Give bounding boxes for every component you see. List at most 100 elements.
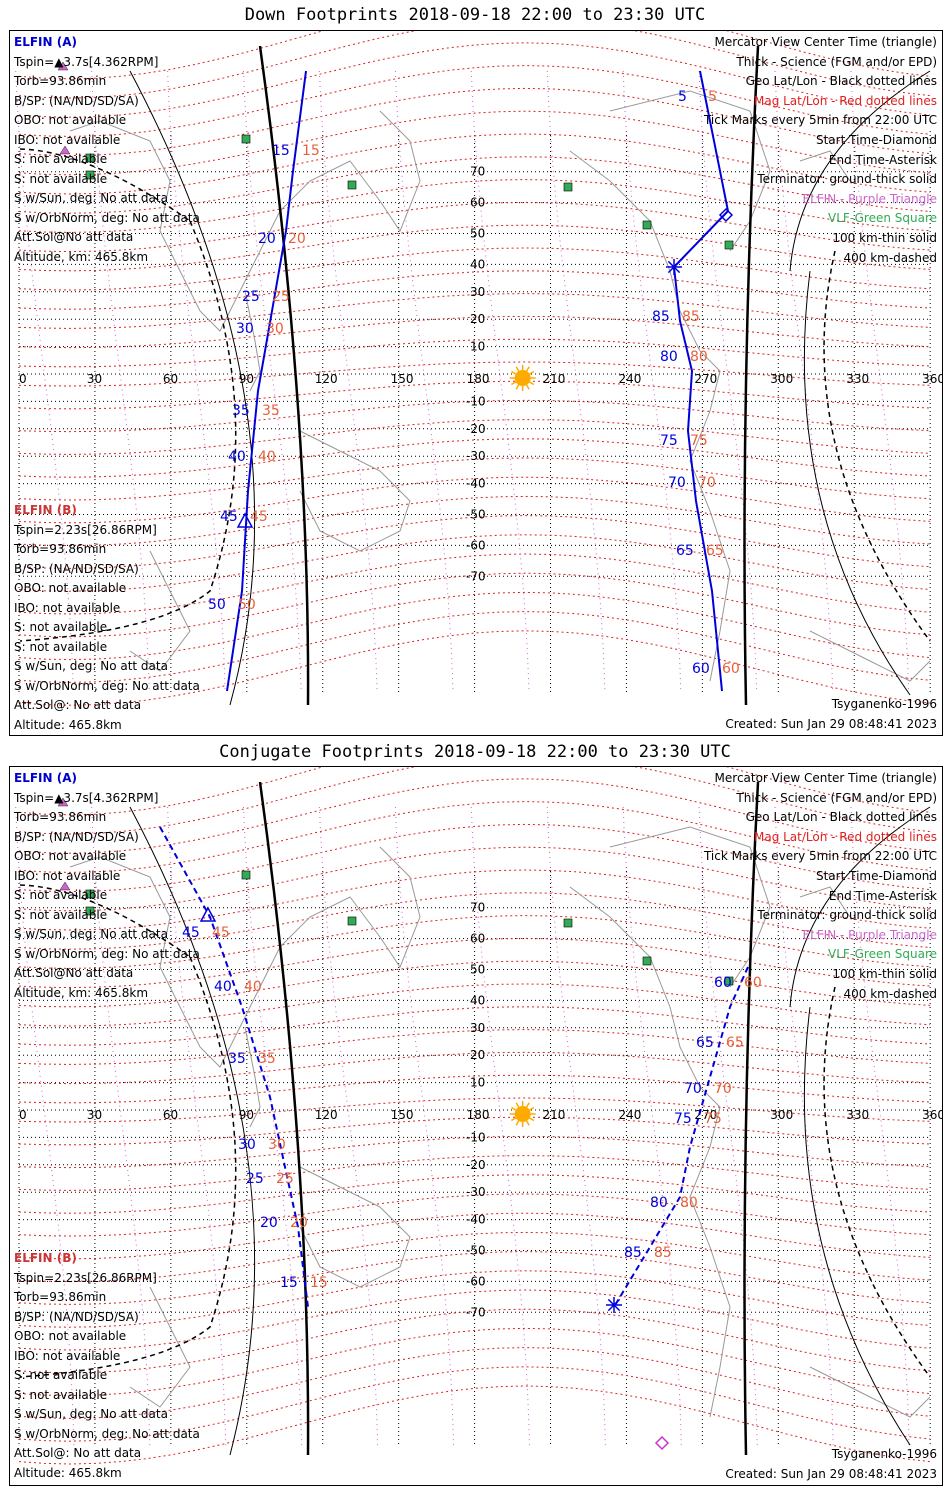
track-time-label: 80: [650, 1195, 668, 1211]
elfin-b-line: S w/Sun, deg: No att data: [14, 659, 168, 673]
lon-tick-label: 210: [543, 372, 566, 386]
fov-400km-line: [19, 220, 237, 642]
legend-line: Tick Marks every 5min from 22:00 UTC: [703, 849, 937, 864]
track-time-label-red: 70: [714, 1081, 732, 1097]
lon-tick-label: 300: [770, 1108, 793, 1122]
elfin-b-line: Torb=93.86min: [14, 542, 107, 556]
fov-100km-line: [803, 1006, 911, 1446]
elfin-b-line: B/SP: (NA/ND/SD/SA): [14, 561, 139, 576]
track-time-label-red: 75: [690, 433, 708, 449]
elfin-b-line: S: not available: [14, 639, 108, 654]
elfin-a-label: ELFIN (A): [14, 35, 77, 49]
coastline: [129, 550, 191, 672]
legend-line: Terminator: ground-thick solid: [757, 172, 937, 187]
coastline: [609, 90, 771, 252]
mag-lat-curve: [18, 65, 931, 137]
lon-tick-label: 240: [618, 1108, 641, 1122]
terminator-line: [258, 781, 310, 1456]
elfin-b-label: ELFIN (B): [14, 503, 77, 517]
end-time-asterisk: [667, 260, 681, 274]
mag-lat-curve: [18, 572, 931, 638]
elfin-b-line: Torb=93.86min: [14, 1290, 107, 1304]
mag-lat-curve: [18, 133, 931, 195]
track-time-label-red: 30: [268, 1137, 286, 1153]
mag-lat-curve: [18, 380, 931, 410]
lon-tick-label: 30: [87, 1108, 102, 1122]
mag-lat-curve: [18, 87, 931, 157]
track-time-label: 45: [182, 925, 200, 941]
elfin-triangle: [57, 61, 69, 71]
down-footprints-map: 0306090120150180210240270300330360706050…: [9, 30, 943, 736]
mag-lat-curve: [18, 110, 931, 176]
elfin-a-line: OBO: not available: [14, 113, 127, 127]
fov-100km-line: [789, 806, 931, 1008]
mag-lat-curve: [18, 591, 931, 661]
track-time-label-red: 30: [266, 321, 284, 337]
mag-lat-curve: [18, 338, 931, 368]
track-time-label: 60: [692, 661, 710, 677]
legend-line: Terminator: ground-thick solid: [757, 908, 937, 923]
legend-line: Tick Marks every 5min from 22:00 UTC: [703, 113, 937, 128]
conjugate-footprints-title: Conjugate Footprints 2018-09-18 22:00 to…: [219, 742, 731, 762]
elfin-b-label: ELFIN (B): [14, 1251, 77, 1265]
coastline: [69, 110, 421, 332]
legend-line: ELFIN - Purple Triangle: [802, 927, 937, 942]
legend-line: 100 km-thin solid: [832, 230, 937, 245]
map-footer: Tsyganenko-1996 Created: Sun Jan 29 08:4…: [725, 1445, 937, 1484]
fov-400km-line: [823, 986, 931, 1378]
legend-line: 100 km-thin solid: [832, 966, 937, 981]
elfin-b-line: IBO: not available: [14, 600, 121, 615]
lat-tick-label: -10: [466, 394, 486, 408]
lon-tick-label: 150: [391, 372, 414, 386]
lon-tick-label: 330: [846, 372, 869, 386]
coastline: [799, 886, 851, 918]
track-time-label: 85: [652, 309, 670, 325]
coastline: [244, 1026, 261, 1128]
mag-lon-line: [394, 806, 454, 1448]
terminator-line: [743, 781, 760, 1456]
mag-lat-curve: [18, 179, 931, 233]
lat-tick-label: -30: [466, 449, 486, 463]
mag-lat-curve: [18, 892, 931, 950]
fov-100km-line: [789, 70, 931, 272]
lat-tick-label: -70: [466, 1305, 486, 1319]
legend-line: Mercator View Center Time (triangle): [714, 35, 937, 49]
track-time-label: 70: [668, 475, 686, 491]
fov-400km-line: [19, 956, 237, 1378]
elfin-a-line: S w/Sun, deg: No att data: [14, 191, 168, 205]
vlf-station-square: [241, 134, 251, 144]
vlf-station-square: [563, 182, 573, 192]
track-time-label-red: 85: [682, 309, 700, 325]
elfin-a-line: S w/OrbNorm, deg: No att data: [14, 946, 200, 961]
conjugate-footprints-map: 0306090120150180210240270300330360706050…: [9, 766, 943, 1486]
lat-tick-label: 70: [470, 901, 485, 915]
elfin-b-line: OBO: not available: [14, 581, 127, 595]
track-time-label: 85: [624, 1245, 642, 1261]
mag-lat-curve: [18, 869, 931, 931]
track-time-label: 5: [678, 89, 687, 105]
legend-line: 400 km-dashed: [843, 986, 937, 1001]
lat-tick-label: -20: [466, 1158, 486, 1172]
lat-tick-label: -20: [466, 422, 486, 436]
fov-100km-line: [129, 806, 256, 1456]
mag-lat-curve: [18, 315, 931, 349]
map-legend: Mercator View Center Time (triangle) Thi…: [704, 769, 937, 1004]
mag-lat-curve: [18, 156, 931, 214]
elfin-a-line: Torb=93.86min: [14, 74, 107, 88]
mag-lat-curve: [18, 846, 931, 912]
end-time-asterisk: [607, 1298, 621, 1312]
track-time-label-red: 50: [238, 597, 256, 613]
legend-line: Start Time-Diamond: [815, 132, 937, 147]
mag-lat-curve: [18, 1251, 931, 1305]
lat-tick-label: -70: [466, 569, 486, 583]
mag-lat-curve: [18, 630, 931, 706]
track-time-label-red: 35: [262, 403, 280, 419]
elfin-a-line: B/SP: (NA/ND/SD/SA): [14, 93, 139, 108]
lat-tick-label: 50: [470, 227, 485, 241]
start-time-diamond: [718, 207, 734, 223]
track-time-label: 30: [238, 1137, 256, 1153]
mag-lat-curve: [18, 515, 931, 569]
mag-lat-curve: [18, 1074, 931, 1104]
vlf-station-square: [85, 889, 95, 899]
legend-line: Mag Lat/Lon - Red dotted lines: [753, 829, 937, 844]
